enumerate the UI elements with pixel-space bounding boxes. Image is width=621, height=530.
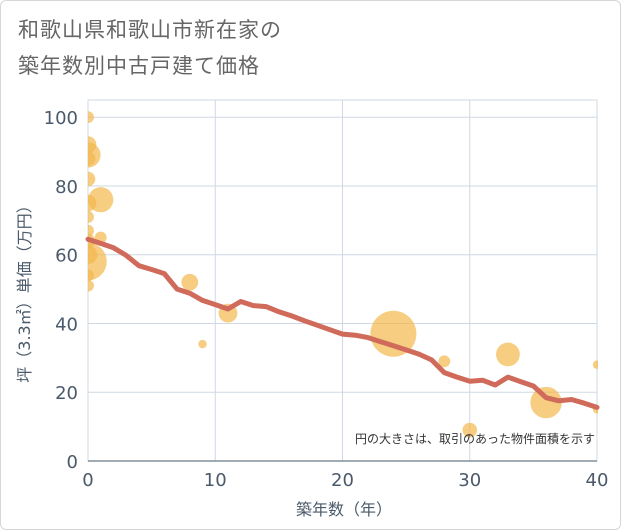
chart-title: 和歌山県和歌山市新在家の 築年数別中古戸建て価格 [18, 12, 438, 84]
scatter-point [88, 224, 94, 237]
scatter-point [198, 339, 207, 349]
scatter-point [592, 360, 598, 369]
scatter-point [438, 355, 451, 368]
x-tick-label: 10 [204, 470, 227, 491]
grid-lines [87, 99, 598, 462]
y-axis-label: 坪（3.3㎡）単価（万円） [15, 197, 34, 382]
scatter-point [181, 273, 199, 291]
scatter-point [88, 151, 96, 166]
x-tick-label: 30 [458, 470, 481, 491]
scatter-point [370, 310, 417, 357]
scatter-bubbles [88, 111, 598, 438]
chart-title-line-2: 築年数別中古戸建て価格 [18, 54, 260, 78]
y-tick-label: 60 [55, 246, 78, 267]
scatter-point [530, 386, 562, 419]
x-axis-label: 築年数（年） [296, 500, 392, 519]
y-tick-label: 40 [55, 314, 78, 335]
scatter-point [88, 187, 114, 213]
x-tick-label: 40 [586, 470, 609, 491]
y-tick-label: 80 [55, 177, 78, 198]
axis-labels: 築年数（年） 坪（3.3㎡）単価（万円） 円の大きさは、取引のあった物件面積を示… [15, 197, 595, 519]
y-tick-label: 100 [44, 108, 78, 129]
scatter-point [88, 111, 94, 124]
trend-line [85, 236, 600, 410]
x-tick-label: 0 [82, 470, 93, 491]
chart-title-line-1: 和歌山県和歌山市新在家の [18, 18, 282, 42]
y-tick-label: 20 [55, 383, 78, 404]
scatter-point [88, 279, 94, 292]
scatter-point [88, 171, 96, 187]
scatter-point [88, 242, 107, 281]
x-tick-label: 20 [331, 470, 354, 491]
trend-line-group [85, 236, 600, 410]
axes: 0 20 40 60 80 100 0 10 20 30 40 [44, 108, 609, 491]
y-tick-label: 0 [67, 452, 78, 473]
scatter-point [88, 269, 94, 282]
scatter-point [88, 210, 94, 223]
scatter-point [496, 342, 520, 367]
bubble-size-note: 円の大きさは、取引のあった物件面積を示す [355, 431, 595, 446]
scatter-point [462, 422, 478, 438]
